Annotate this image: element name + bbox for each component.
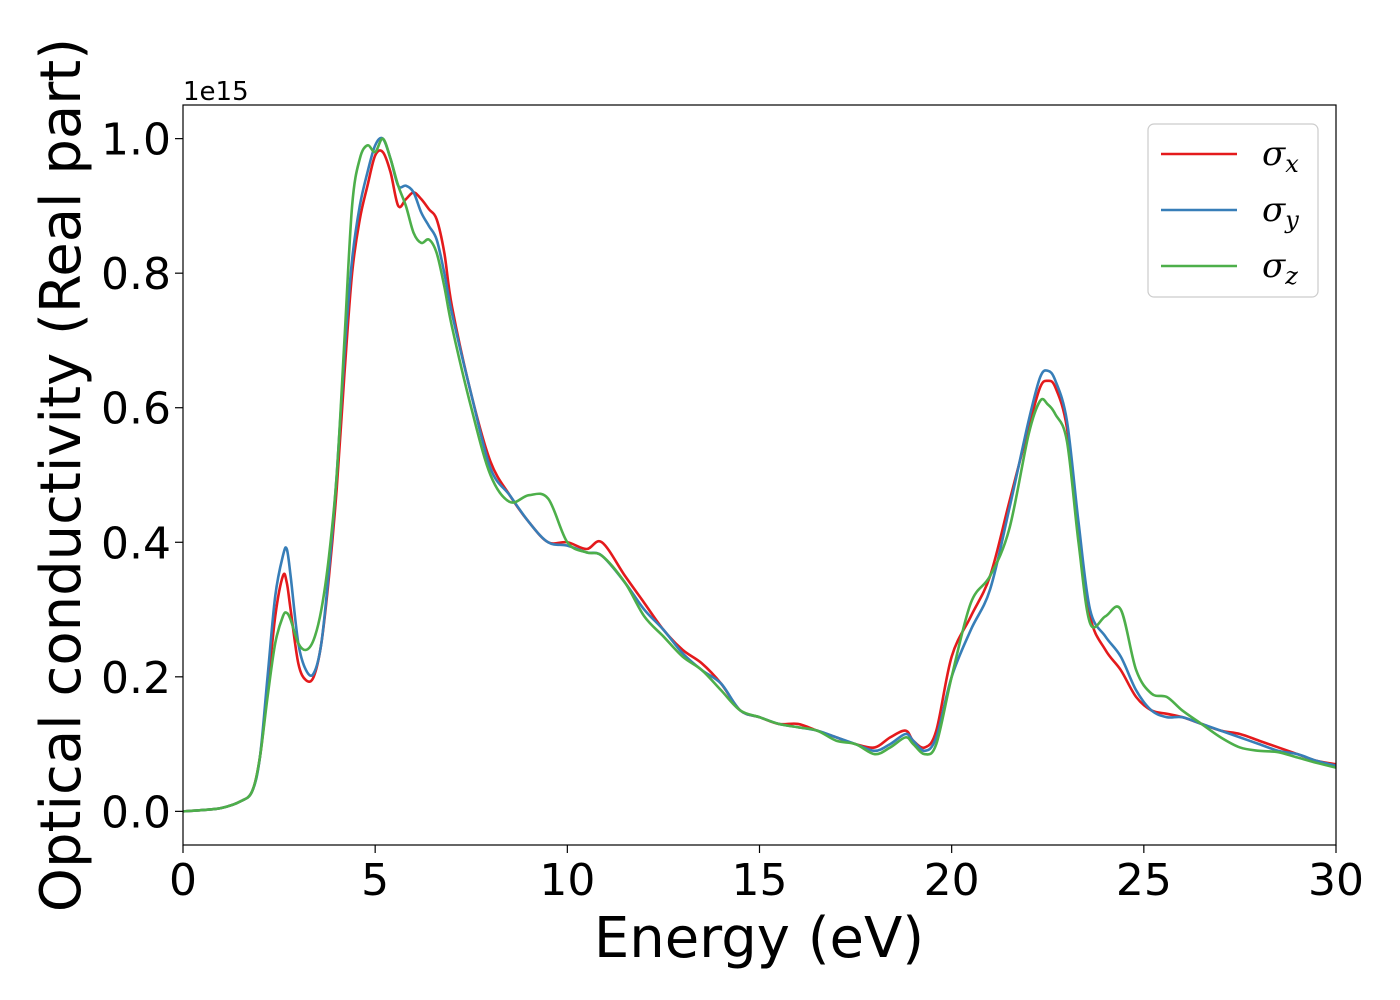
legend-label-sigma-y: σy	[1262, 190, 1299, 234]
y-axis-label: Optical conductivity (Real part)	[29, 38, 94, 912]
x-tick-label: 15	[732, 855, 788, 906]
legend: σx σy σz	[1147, 123, 1319, 298]
y-axis-ticks: 0.0 0.2 0.4 0.6 0.8 1.0	[101, 115, 183, 838]
y-tick-label: 0.2	[101, 653, 171, 704]
x-tick-label: 25	[1116, 855, 1172, 906]
series-line-sigma-y	[182, 136, 1337, 813]
y-tick-label: 1.0	[101, 115, 171, 166]
y-offset-text: 1e15	[183, 77, 249, 107]
x-tick-label: 0	[169, 855, 197, 906]
series-line-sigma-z	[182, 137, 1337, 813]
x-tick-label: 30	[1308, 855, 1364, 906]
y-tick-label: 0.6	[101, 384, 171, 435]
legend-label-sigma-z: σz	[1262, 246, 1298, 290]
x-tick-label: 20	[924, 855, 980, 906]
series-layer	[182, 136, 1337, 813]
x-axis-label: Energy (eV)	[594, 906, 924, 971]
y-tick-label: 0.4	[101, 518, 171, 569]
legend-label-sigma-x: σx	[1262, 134, 1299, 178]
y-tick-label: 0.0	[101, 787, 171, 838]
y-tick-label: 0.8	[101, 249, 171, 300]
x-axis-ticks: 0 5 10 15 20 25 30	[169, 845, 1364, 906]
x-tick-label: 10	[539, 855, 595, 906]
legend-entries: σx σy σz	[1161, 134, 1299, 290]
x-tick-label: 5	[361, 855, 389, 906]
